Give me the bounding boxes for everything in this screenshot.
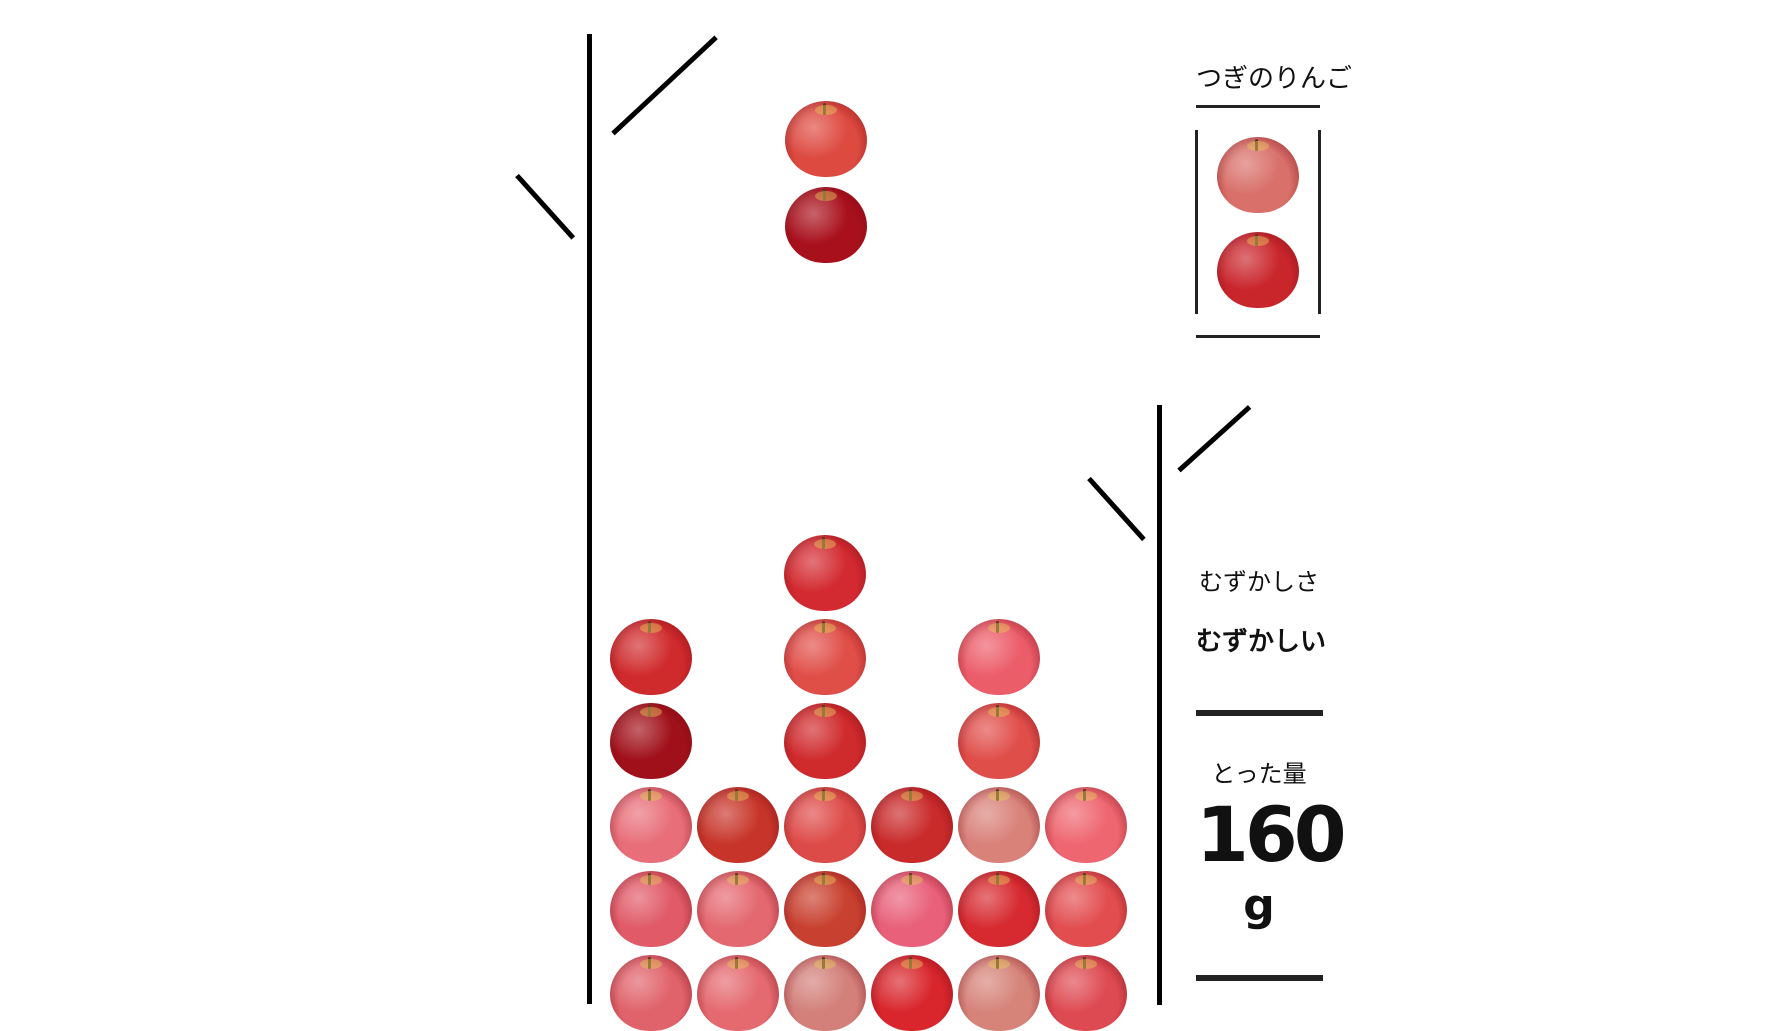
left-wall (587, 34, 592, 1004)
apple (784, 535, 866, 611)
apple (784, 787, 866, 863)
apple (784, 955, 866, 1031)
apple (610, 703, 692, 779)
apple (1217, 137, 1299, 213)
harvest-label: とった量 (1211, 760, 1307, 788)
harvest-value: 160 (1196, 790, 1347, 879)
apple (958, 787, 1040, 863)
divider-bottom (1196, 975, 1323, 981)
harvest-unit: g (1243, 880, 1275, 931)
apple (958, 871, 1040, 947)
apple (610, 871, 692, 947)
apple (785, 101, 867, 177)
apple (697, 871, 779, 947)
left-branch-upper (611, 35, 718, 136)
apple (1217, 232, 1299, 308)
apple (697, 787, 779, 863)
apple (610, 955, 692, 1031)
apple (784, 619, 866, 695)
apple (1045, 871, 1127, 947)
apple (1045, 787, 1127, 863)
apple (871, 871, 953, 947)
right-branch-lower (1087, 476, 1146, 542)
apple (785, 187, 867, 263)
right-wall (1157, 405, 1162, 1005)
next-label: つぎのりんご (1196, 64, 1353, 94)
apple (871, 787, 953, 863)
left-branch-lower (515, 173, 576, 240)
apple (1045, 955, 1127, 1031)
apple (784, 871, 866, 947)
apple (610, 787, 692, 863)
next-box-left (1195, 130, 1198, 314)
apple (610, 619, 692, 695)
apple (958, 955, 1040, 1031)
next-box-bottom (1196, 335, 1320, 338)
right-branch-upper (1177, 405, 1252, 473)
divider (1196, 710, 1323, 716)
apple (871, 955, 953, 1031)
apple (697, 955, 779, 1031)
apple (784, 703, 866, 779)
apple (958, 619, 1040, 695)
difficulty-label: むずかしさ (1199, 568, 1319, 596)
next-box-right (1318, 130, 1321, 314)
apple (958, 703, 1040, 779)
difficulty-value: むずかしい (1196, 627, 1327, 657)
next-box-top (1196, 105, 1320, 108)
